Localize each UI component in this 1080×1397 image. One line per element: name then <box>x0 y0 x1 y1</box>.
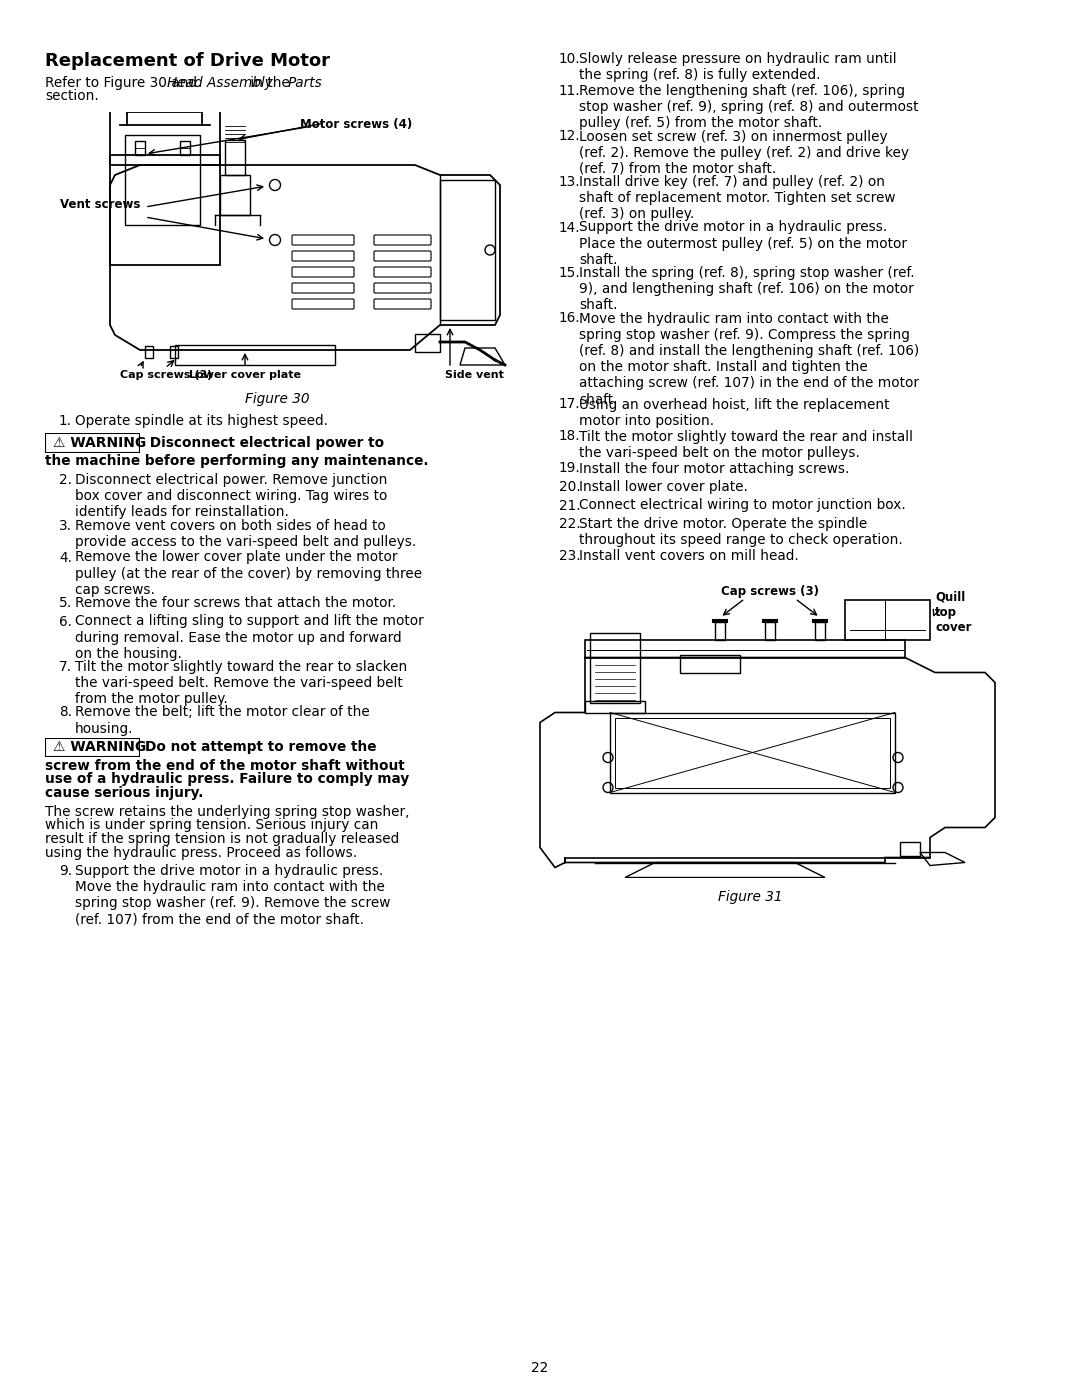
Text: Figure 30: Figure 30 <box>245 393 310 407</box>
Text: the machine before performing any maintenance.: the machine before performing any mainte… <box>45 454 429 468</box>
Bar <box>170 346 178 358</box>
Bar <box>225 140 245 175</box>
Text: Remove the four screws that attach the motor.: Remove the four screws that attach the m… <box>75 597 396 610</box>
Text: Remove the lengthening shaft (ref. 106), spring
stop washer (ref. 9), spring (re: Remove the lengthening shaft (ref. 106),… <box>579 84 918 130</box>
Bar <box>585 640 905 658</box>
Text: Tilt the motor slightly toward the rear to slacken
the vari-speed belt. Remove t: Tilt the motor slightly toward the rear … <box>75 659 407 707</box>
Text: Head Assembly: Head Assembly <box>167 75 273 89</box>
Text: cause serious injury.: cause serious injury. <box>45 785 203 799</box>
Bar <box>590 633 640 703</box>
Text: 2.: 2. <box>59 474 72 488</box>
Text: in the: in the <box>246 75 294 89</box>
Text: Cap screws (3): Cap screws (3) <box>120 370 213 380</box>
Text: Install the four motor attaching screws.: Install the four motor attaching screws. <box>579 461 849 475</box>
Bar <box>145 346 153 358</box>
Text: 17.: 17. <box>559 398 581 412</box>
Text: Install drive key (ref. 7) and pulley (ref. 2) on
shaft of replacement motor. Ti: Install drive key (ref. 7) and pulley (r… <box>579 175 895 221</box>
Text: 8.: 8. <box>59 705 72 719</box>
Text: 20.: 20. <box>559 481 581 495</box>
Bar <box>180 141 190 155</box>
Text: 10.: 10. <box>559 52 581 66</box>
Text: Start the drive motor. Operate the spindle
throughout its speed range to check o: Start the drive motor. Operate the spind… <box>579 517 903 548</box>
Text: 18.: 18. <box>559 429 581 443</box>
Bar <box>815 622 825 640</box>
Text: 13.: 13. <box>559 175 581 189</box>
Text: Vent screws: Vent screws <box>60 198 140 211</box>
Text: Cap screws (3): Cap screws (3) <box>721 584 819 598</box>
Text: Loosen set screw (ref. 3) on innermost pulley
(ref. 2). Remove the pulley (ref. : Loosen set screw (ref. 3) on innermost p… <box>579 130 909 176</box>
Text: 9.: 9. <box>59 863 72 877</box>
Bar <box>220 175 249 215</box>
Text: 7.: 7. <box>59 659 72 673</box>
Text: Support the drive motor in a hydraulic press.
Place the outermost pulley (ref. 5: Support the drive motor in a hydraulic p… <box>579 221 907 267</box>
Bar <box>125 136 200 225</box>
Text: Lower cover plate: Lower cover plate <box>189 370 301 380</box>
Text: screw from the end of the motor shaft without: screw from the end of the motor shaft wi… <box>45 759 405 773</box>
Text: 3.: 3. <box>59 518 72 532</box>
Text: Remove the belt; lift the motor clear of the
housing.: Remove the belt; lift the motor clear of… <box>75 705 369 736</box>
Bar <box>610 712 895 792</box>
Text: 21.: 21. <box>559 499 581 513</box>
Text: ⚠ WARNING: ⚠ WARNING <box>53 740 146 754</box>
Text: section.: section. <box>45 89 98 103</box>
Text: Install lower cover plate.: Install lower cover plate. <box>579 481 747 495</box>
Text: 22: 22 <box>531 1361 549 1375</box>
Bar <box>415 334 440 352</box>
Text: Figure 31: Figure 31 <box>718 890 782 904</box>
Text: Connect a lifting sling to support and lift the motor
during removal. Ease the m: Connect a lifting sling to support and l… <box>75 615 423 661</box>
Text: Tilt the motor slightly toward the rear and install
the vari-speed belt on the m: Tilt the motor slightly toward the rear … <box>579 429 913 460</box>
Text: Motor screws (4): Motor screws (4) <box>300 117 413 131</box>
Text: 23.: 23. <box>559 549 581 563</box>
Text: Quill
top
cover: Quill top cover <box>935 591 972 634</box>
Text: Parts: Parts <box>288 75 323 89</box>
Text: Install the spring (ref. 8), spring stop washer (ref.
9), and lengthening shaft : Install the spring (ref. 8), spring stop… <box>579 265 915 313</box>
Text: 12.: 12. <box>559 130 581 144</box>
Bar <box>715 622 725 640</box>
Text: 6.: 6. <box>59 615 72 629</box>
Text: ⚠ WARNING: ⚠ WARNING <box>53 436 146 450</box>
Text: The screw retains the underlying spring stop washer,: The screw retains the underlying spring … <box>45 805 409 819</box>
Text: Refer to Figure 30 and: Refer to Figure 30 and <box>45 75 201 89</box>
Bar <box>900 841 920 855</box>
Bar <box>845 599 930 640</box>
Text: Connect electrical wiring to motor junction box.: Connect electrical wiring to motor junct… <box>579 499 906 513</box>
Text: Using an overhead hoist, lift the replacement
motor into position.: Using an overhead hoist, lift the replac… <box>579 398 890 427</box>
Bar <box>110 110 220 265</box>
Bar <box>175 345 335 365</box>
Text: result if the spring tension is not gradually released: result if the spring tension is not grad… <box>45 833 400 847</box>
Bar <box>615 718 890 788</box>
Text: Slowly release pressure on hydraulic ram until
the spring (ref. 8) is fully exte: Slowly release pressure on hydraulic ram… <box>579 52 896 82</box>
Text: 11.: 11. <box>559 84 581 98</box>
Text: 4.: 4. <box>59 550 72 564</box>
Text: Remove the lower cover plate under the motor
pulley (at the rear of the cover) b: Remove the lower cover plate under the m… <box>75 550 422 597</box>
Text: Side vent: Side vent <box>445 370 504 380</box>
Bar <box>765 622 775 640</box>
Text: 15.: 15. <box>559 265 581 279</box>
Text: 14.: 14. <box>559 221 581 235</box>
Text: Replacement of Drive Motor: Replacement of Drive Motor <box>45 52 330 70</box>
Bar <box>680 655 740 672</box>
Text: 1.: 1. <box>59 414 72 427</box>
Text: Install vent covers on mill head.: Install vent covers on mill head. <box>579 549 799 563</box>
Text: Disconnect electrical power to: Disconnect electrical power to <box>145 436 384 450</box>
Text: Support the drive motor in a hydraulic press.
Move the hydraulic ram into contac: Support the drive motor in a hydraulic p… <box>75 863 390 926</box>
Text: 19.: 19. <box>559 461 581 475</box>
Bar <box>135 141 145 155</box>
Text: using the hydraulic press. Proceed as follows.: using the hydraulic press. Proceed as fo… <box>45 845 357 859</box>
Text: which is under spring tension. Serious injury can: which is under spring tension. Serious i… <box>45 819 378 833</box>
Text: use of a hydraulic press. Failure to comply may: use of a hydraulic press. Failure to com… <box>45 773 409 787</box>
Text: Remove vent covers on both sides of head to
provide access to the vari-speed bel: Remove vent covers on both sides of head… <box>75 518 416 549</box>
Text: 22.: 22. <box>559 517 581 531</box>
Bar <box>585 700 645 712</box>
Text: 16.: 16. <box>559 312 581 326</box>
Text: Disconnect electrical power. Remove junction
box cover and disconnect wiring. Ta: Disconnect electrical power. Remove junc… <box>75 474 388 520</box>
Text: Operate spindle at its highest speed.: Operate spindle at its highest speed. <box>75 414 328 427</box>
Text: 5.: 5. <box>59 597 72 610</box>
Text: Do not attempt to remove the: Do not attempt to remove the <box>145 739 377 753</box>
Text: Move the hydraulic ram into contact with the
spring stop washer (ref. 9). Compre: Move the hydraulic ram into contact with… <box>579 312 919 407</box>
